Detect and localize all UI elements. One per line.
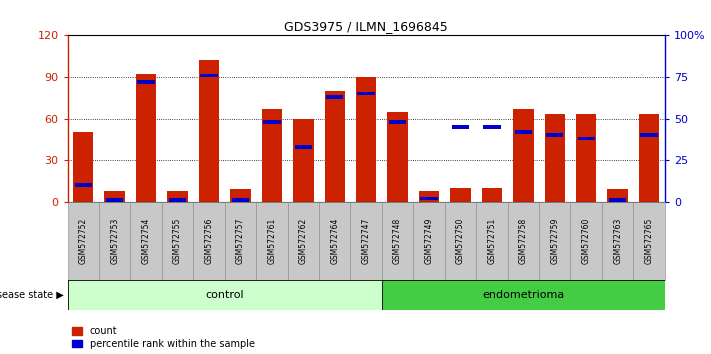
Bar <box>293 119 314 202</box>
Bar <box>287 202 319 280</box>
Bar <box>483 125 501 129</box>
Text: GSM572763: GSM572763 <box>613 217 622 264</box>
Bar <box>324 91 345 202</box>
Bar <box>326 95 343 99</box>
Bar <box>294 145 312 149</box>
Bar <box>262 109 282 202</box>
Bar <box>167 191 188 202</box>
Bar <box>451 125 469 129</box>
Bar <box>358 92 375 95</box>
Bar <box>356 77 376 202</box>
Bar <box>513 109 533 202</box>
Text: GSM572755: GSM572755 <box>173 217 182 264</box>
Text: GSM572761: GSM572761 <box>267 218 277 264</box>
Text: GSM572760: GSM572760 <box>582 217 591 264</box>
Bar <box>193 202 225 280</box>
Text: GSM572758: GSM572758 <box>519 218 528 264</box>
Bar <box>387 112 408 202</box>
Text: GSM572762: GSM572762 <box>299 218 308 264</box>
Bar <box>450 188 471 202</box>
Text: GSM572749: GSM572749 <box>424 217 434 264</box>
Bar <box>162 202 193 280</box>
Bar <box>420 197 438 200</box>
Bar <box>351 202 382 280</box>
Text: GSM572754: GSM572754 <box>141 217 151 264</box>
Bar <box>481 188 502 202</box>
Bar <box>419 191 439 202</box>
Bar <box>136 74 156 202</box>
Bar <box>539 202 570 280</box>
Bar <box>382 202 413 280</box>
Bar <box>99 202 130 280</box>
Text: GSM572751: GSM572751 <box>488 218 496 264</box>
Bar <box>232 198 249 202</box>
Bar <box>68 202 99 280</box>
Text: control: control <box>205 290 244 300</box>
Bar <box>389 120 406 124</box>
Bar <box>476 202 508 280</box>
Bar <box>609 198 626 202</box>
Bar <box>68 280 382 310</box>
Bar <box>106 198 124 202</box>
Legend: count, percentile rank within the sample: count, percentile rank within the sample <box>73 326 255 349</box>
Text: GSM572764: GSM572764 <box>330 217 339 264</box>
Bar <box>199 60 219 202</box>
Bar <box>319 202 351 280</box>
Bar <box>445 202 476 280</box>
Bar <box>201 74 218 77</box>
Bar <box>576 114 597 202</box>
Text: GSM572756: GSM572756 <box>205 217 213 264</box>
Bar <box>73 132 93 202</box>
Bar <box>105 191 125 202</box>
Bar <box>570 202 602 280</box>
Text: GSM572757: GSM572757 <box>236 217 245 264</box>
Text: GSM572747: GSM572747 <box>362 217 370 264</box>
Text: GSM572765: GSM572765 <box>645 217 653 264</box>
Bar <box>263 120 281 124</box>
Bar <box>382 280 665 310</box>
Bar <box>256 202 287 280</box>
Text: GSM572750: GSM572750 <box>456 217 465 264</box>
Bar <box>577 137 595 140</box>
Text: GSM572753: GSM572753 <box>110 217 119 264</box>
Bar <box>75 183 92 187</box>
Bar <box>607 189 628 202</box>
Text: GSM572759: GSM572759 <box>550 217 560 264</box>
Bar <box>634 202 665 280</box>
Bar <box>230 189 251 202</box>
Text: GSM572748: GSM572748 <box>393 218 402 264</box>
Bar <box>639 114 659 202</box>
Bar <box>130 202 162 280</box>
Text: GSM572752: GSM572752 <box>79 218 87 264</box>
Text: disease state ▶: disease state ▶ <box>0 290 64 300</box>
Bar <box>169 198 186 202</box>
Bar <box>641 133 658 137</box>
Bar <box>602 202 634 280</box>
Bar <box>545 114 565 202</box>
Title: GDS3975 / ILMN_1696845: GDS3975 / ILMN_1696845 <box>284 20 448 33</box>
Text: endometrioma: endometrioma <box>482 290 565 300</box>
Bar <box>413 202 445 280</box>
Bar <box>546 133 563 137</box>
Bar <box>515 130 532 133</box>
Bar <box>508 202 539 280</box>
Bar <box>137 80 155 84</box>
Bar <box>225 202 256 280</box>
